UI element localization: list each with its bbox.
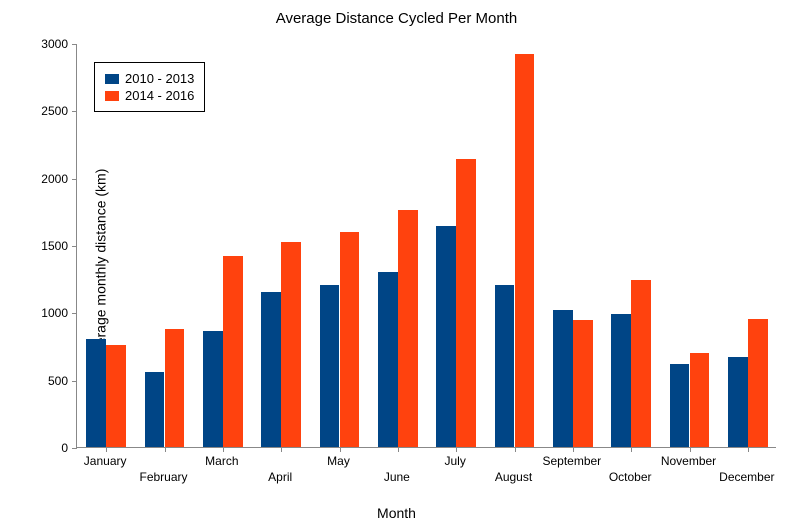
x-tick-label: December (719, 470, 774, 484)
bar (398, 210, 418, 447)
legend-item: 2014 - 2016 (105, 88, 194, 103)
legend-swatch (105, 91, 119, 101)
bar (261, 292, 281, 447)
bar (145, 372, 165, 447)
bar (456, 159, 476, 447)
legend: 2010 - 2013 2014 - 2016 (94, 62, 205, 112)
x-tick-label: August (495, 470, 532, 484)
bar (728, 357, 748, 447)
y-tick-label: 0 (0, 441, 68, 455)
legend-label: 2010 - 2013 (125, 71, 194, 86)
x-tick-label: February (139, 470, 187, 484)
x-tick-label: January (84, 454, 127, 468)
bar (106, 345, 126, 447)
bar (748, 319, 768, 447)
x-tick-label: July (444, 454, 465, 468)
bar (281, 242, 301, 447)
legend-item: 2010 - 2013 (105, 71, 194, 86)
bar (223, 256, 243, 447)
x-tick-label: March (205, 454, 238, 468)
bar (670, 364, 690, 447)
legend-swatch (105, 74, 119, 84)
x-tick-label: May (327, 454, 350, 468)
y-tick-label: 2500 (0, 104, 68, 118)
y-tick-label: 1000 (0, 306, 68, 320)
x-tick-label: November (661, 454, 716, 468)
bar (495, 285, 515, 447)
bar (340, 232, 360, 447)
bar (573, 320, 593, 447)
chart-title: Average Distance Cycled Per Month (0, 10, 793, 27)
chart-container: Average Distance Cycled Per Month Averag… (0, 0, 793, 529)
bar (165, 329, 185, 448)
bar (515, 54, 535, 447)
y-tick-label: 500 (0, 374, 68, 388)
bar (611, 314, 631, 447)
x-tick-label: June (384, 470, 410, 484)
bar (690, 353, 710, 447)
y-tick-label: 3000 (0, 37, 68, 51)
bar (203, 331, 223, 447)
x-tick-label: October (609, 470, 652, 484)
bar (86, 339, 106, 447)
bar (320, 285, 340, 447)
bar (378, 272, 398, 447)
bar (436, 226, 456, 447)
x-axis-label: Month (0, 505, 793, 521)
y-tick-label: 2000 (0, 172, 68, 186)
legend-label: 2014 - 2016 (125, 88, 194, 103)
x-tick-label: April (268, 470, 292, 484)
bar (631, 280, 651, 447)
y-tick-label: 1500 (0, 239, 68, 253)
bar (553, 310, 573, 447)
x-tick-label: September (542, 454, 601, 468)
